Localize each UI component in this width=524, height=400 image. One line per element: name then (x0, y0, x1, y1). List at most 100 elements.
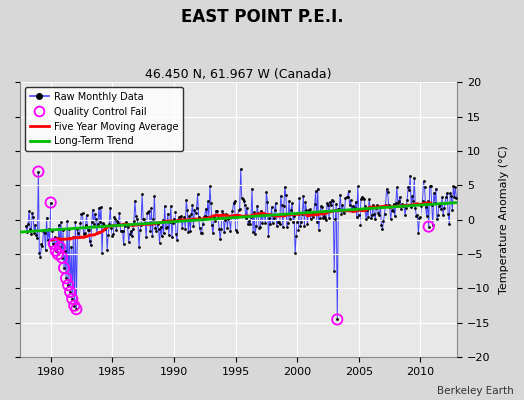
Point (274, 218, 282, 225)
Point (358, 194, 366, 200)
Point (212, 208, 220, 214)
Point (406, 173, 414, 179)
Point (269, 215, 278, 222)
Point (281, 184, 289, 190)
Point (338, 201, 346, 208)
Point (271, 200, 280, 206)
Point (135, 244, 143, 250)
Point (130, 198, 139, 204)
Point (33, 234, 41, 241)
Point (195, 225, 204, 231)
Point (438, 194, 446, 201)
Point (251, 231, 259, 238)
Point (56, 244, 64, 250)
Point (308, 210, 316, 216)
Point (124, 224, 132, 231)
Point (159, 230, 168, 236)
Point (214, 214, 222, 221)
Point (300, 223, 309, 229)
Point (39, 228, 48, 234)
Point (258, 220, 267, 226)
Point (368, 211, 376, 218)
Point (250, 209, 258, 215)
Point (26, 226, 35, 232)
Point (168, 234, 176, 240)
Text: EAST POINT P.E.I.: EAST POINT P.E.I. (181, 8, 343, 26)
Point (400, 202, 408, 208)
Point (247, 214, 255, 220)
Point (424, 223, 433, 230)
Point (152, 228, 161, 234)
Point (183, 207, 191, 213)
Point (46, 244, 54, 250)
Point (432, 186, 440, 192)
Point (174, 217, 182, 223)
Point (74, 230, 83, 236)
Point (88, 219, 96, 225)
Point (207, 200, 215, 207)
Point (49, 241, 57, 247)
Point (294, 227, 302, 234)
Point (451, 184, 460, 190)
Point (395, 198, 403, 204)
Point (263, 198, 271, 205)
Point (205, 215, 213, 221)
Point (118, 228, 127, 234)
Point (140, 216, 148, 222)
Point (324, 202, 332, 208)
Point (80, 230, 89, 236)
Point (122, 219, 130, 225)
Point (196, 230, 205, 236)
Point (287, 206, 295, 213)
Point (419, 178, 428, 184)
Point (440, 205, 449, 211)
Point (226, 228, 235, 235)
Point (254, 209, 263, 216)
Point (417, 203, 425, 210)
Point (69, 234, 78, 240)
Point (70, 302, 79, 309)
Point (385, 202, 393, 208)
Point (64, 282, 72, 288)
Point (253, 202, 261, 209)
Point (171, 208, 179, 215)
Point (47, 199, 55, 206)
Point (380, 210, 389, 217)
Point (179, 217, 188, 223)
Point (170, 216, 178, 222)
Point (259, 212, 267, 218)
Point (116, 228, 125, 234)
Point (89, 206, 97, 213)
Point (104, 232, 112, 238)
Point (67, 244, 75, 250)
Point (290, 213, 298, 220)
Point (434, 212, 442, 218)
Point (109, 231, 117, 238)
Point (184, 229, 192, 236)
Point (121, 223, 129, 230)
Point (391, 200, 400, 206)
Point (79, 231, 88, 238)
Point (144, 209, 152, 215)
Point (193, 191, 202, 198)
Point (103, 247, 112, 253)
Point (167, 203, 175, 210)
Point (243, 205, 251, 211)
Point (217, 226, 225, 232)
Point (161, 224, 170, 231)
Point (28, 210, 36, 216)
Point (403, 197, 411, 204)
Point (96, 219, 104, 226)
Point (113, 217, 122, 224)
Point (242, 214, 250, 221)
Point (302, 207, 311, 213)
Point (340, 210, 348, 216)
Point (62, 275, 70, 281)
Point (275, 219, 283, 225)
Point (95, 204, 103, 211)
Point (101, 226, 110, 233)
Point (105, 221, 113, 227)
Point (147, 205, 156, 212)
Point (110, 214, 118, 220)
Point (200, 214, 208, 220)
